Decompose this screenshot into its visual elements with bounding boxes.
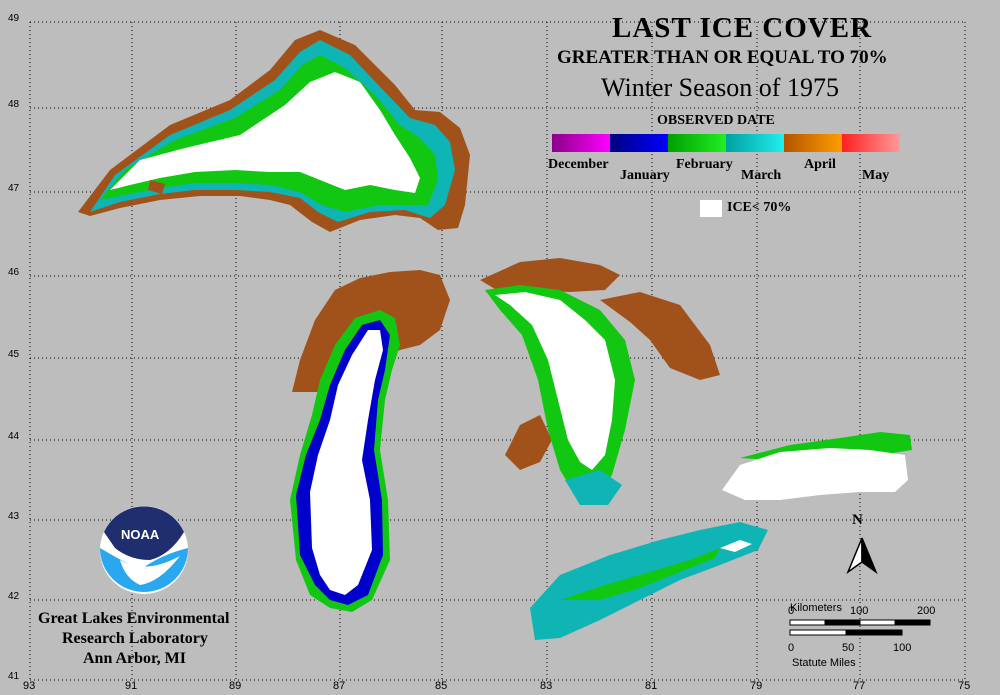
legend-swatch [726, 134, 784, 152]
lake-erie [530, 522, 768, 640]
latitude-label: 46 [8, 267, 20, 278]
legend-swatch [610, 134, 668, 152]
lab-line3: Ann Arbor, MI [83, 650, 186, 667]
north-label: N [852, 512, 863, 528]
lake-ontario [722, 432, 912, 500]
legend-swatch [784, 134, 842, 152]
mi-bar-seg1 [789, 629, 847, 636]
latitude-label: 43 [8, 511, 20, 522]
latitude-label: 49 [8, 13, 20, 24]
noaa-logo-text: NOAA [121, 527, 160, 542]
km-tick-0: 0 [788, 605, 795, 617]
legend-month-label: May [862, 168, 890, 183]
legend-month-label: January [620, 168, 670, 183]
longitude-label: 93 [23, 680, 36, 692]
lab-line2: Research Laboratory [62, 630, 208, 647]
latitude-label: 45 [8, 349, 20, 360]
mi-tick-50: 50 [842, 642, 855, 654]
km-tick-100: 100 [850, 605, 869, 617]
superior-ice-white [110, 72, 420, 193]
huron-april-north [480, 258, 620, 292]
scale-bars [789, 619, 931, 636]
latitude-label: 47 [8, 183, 20, 194]
longitude-label: 81 [645, 680, 658, 692]
longitude-label: 91 [125, 680, 138, 692]
longitude-label: 75 [958, 680, 971, 692]
legend-month-label: April [804, 157, 836, 172]
longitude-label: 85 [435, 680, 448, 692]
legend-swatch [668, 134, 726, 152]
km-bar-seg1 [789, 619, 826, 626]
title-line2: GREATER THAN OR EQUAL TO 70% [557, 47, 888, 68]
ice-below-swatch [700, 200, 722, 217]
superior-isle-royale [148, 180, 165, 194]
noaa-logo-icon [100, 506, 188, 594]
huron-april-saginaw [505, 415, 552, 470]
longitude-label: 89 [229, 680, 242, 692]
north-arrow-icon [846, 537, 878, 575]
latitude-label: 44 [8, 431, 20, 442]
huron-march-edge [565, 470, 622, 505]
latitude-label: 48 [8, 99, 20, 110]
km-tick-200: 200 [917, 605, 936, 617]
latitude-label: 42 [8, 591, 20, 602]
legend-swatch [552, 134, 610, 152]
huron-ice-white [495, 292, 615, 470]
lake-huron [480, 258, 720, 505]
mi-label: Statute Miles [792, 657, 856, 669]
legend-month-label: March [741, 168, 782, 183]
longitude-label: 87 [333, 680, 346, 692]
mi-tick-100: 100 [893, 642, 912, 654]
legend-heading: OBSERVED DATE [657, 113, 775, 128]
title-line3: Winter Season of 1975 [601, 73, 839, 102]
mi-tick-0: 0 [788, 642, 795, 654]
lab-line1: Great Lakes Environmental [38, 610, 230, 627]
km-bar-seg4 [894, 619, 931, 626]
longitude-label: 79 [750, 680, 763, 692]
mi-bar-seg2 [845, 629, 903, 636]
michigan-ice-white [310, 330, 383, 595]
title-line1: LAST ICE COVER [612, 12, 873, 44]
longitude-label: 83 [540, 680, 553, 692]
erie-green-strip [560, 548, 720, 600]
lake-superior [78, 30, 470, 232]
ice-below-label: ICE< 70% [727, 200, 792, 215]
ontario-ice-white [722, 448, 908, 500]
legend-swatch [842, 134, 900, 152]
km-bar-seg2 [824, 619, 861, 626]
erie-white-patch [720, 540, 752, 552]
latitude-label: 41 [8, 671, 20, 682]
km-label: Kilometers [790, 602, 842, 614]
longitude-label: 77 [853, 680, 866, 692]
huron-april-georgian [600, 292, 720, 380]
km-bar-seg3 [859, 619, 896, 626]
legend-month-label: December [548, 157, 609, 172]
lake-michigan [290, 270, 450, 612]
legend-month-label: February [676, 157, 733, 172]
